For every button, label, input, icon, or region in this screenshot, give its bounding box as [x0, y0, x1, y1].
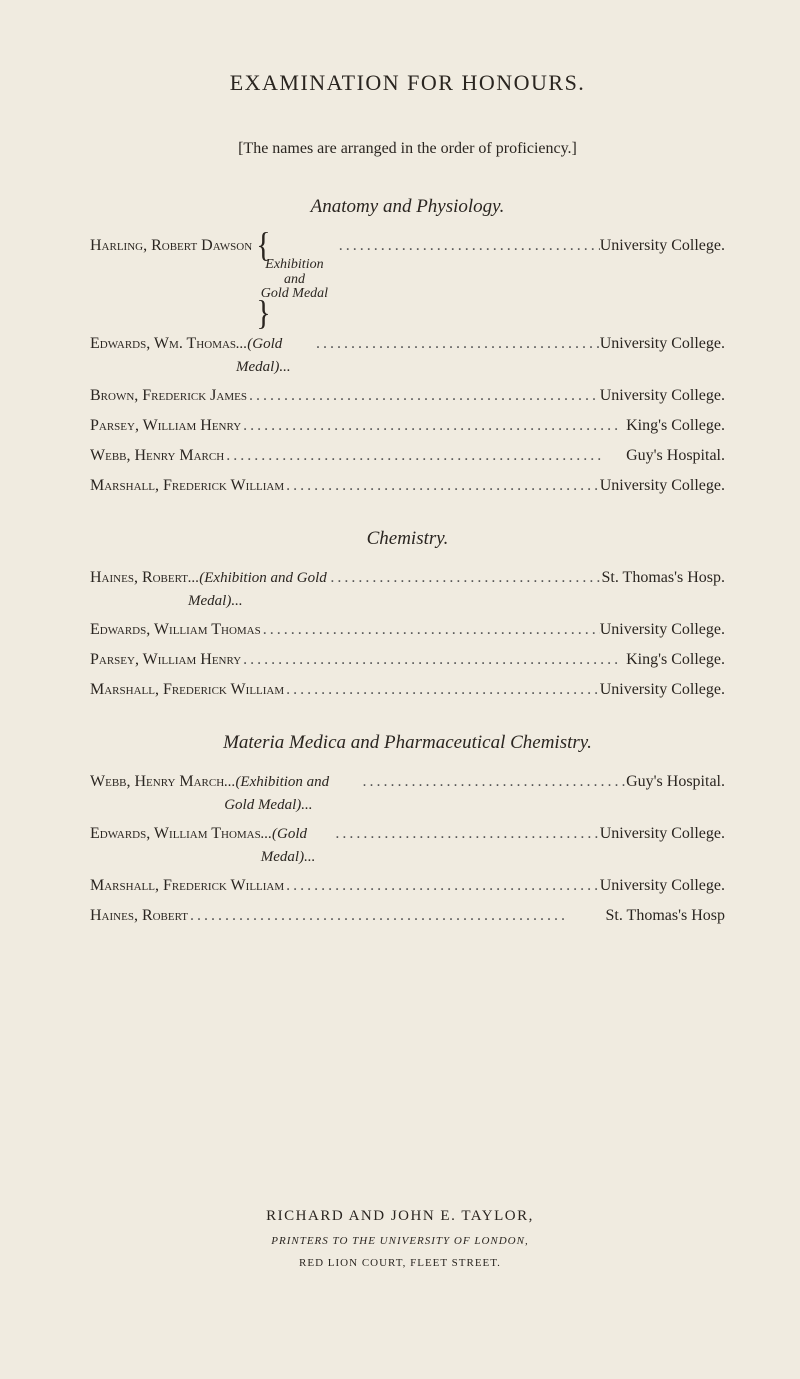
- close-brace-icon: }: [256, 307, 270, 321]
- person-name: Marshall, Frederick William: [90, 874, 284, 898]
- institution: King's College.: [626, 648, 725, 672]
- dot-leader: ........................................…: [247, 384, 600, 408]
- section-block: Anatomy and Physiology. Harling, Robert D…: [90, 196, 725, 498]
- institution: University College.: [600, 678, 725, 702]
- open-brace-icon: {: [256, 239, 270, 253]
- dot-leader: ........................................…: [188, 904, 605, 928]
- arrangement-note: [The names are arranged in the order of …: [90, 140, 725, 158]
- person-name: Edwards, William Thomas: [90, 822, 261, 846]
- dot-leader: ........................................…: [284, 874, 600, 898]
- institution: University College.: [600, 332, 725, 356]
- entry-row: Haines, Robert .........................…: [90, 904, 725, 928]
- award-brace: {Exhibition andGold Medal}: [256, 234, 333, 326]
- dot-leader: ........................................…: [261, 618, 600, 642]
- award-inline: ...(Gold Medal)...: [261, 823, 334, 868]
- person-name: Brown, Frederick James: [90, 384, 247, 408]
- award-inline: ...(Exhibition and Gold Medal)...: [224, 771, 360, 816]
- entry-row: Marshall, Frederick William ............…: [90, 874, 725, 898]
- institution: Guy's Hospital.: [626, 770, 725, 794]
- person-name: Marshall, Frederick William: [90, 678, 284, 702]
- entry-row: Haines, Robert...(Exhibition and Gold Me…: [90, 566, 725, 612]
- entry-row: Parsey, William Henry ..................…: [90, 414, 725, 438]
- institution: University College.: [600, 234, 725, 258]
- printer-name: RICHARD AND JOHN E. TAYLOR,: [0, 1208, 800, 1225]
- section-heading: Anatomy and Physiology.: [90, 196, 725, 218]
- institution: University College.: [600, 474, 725, 498]
- institution: Guy's Hospital.: [626, 444, 725, 468]
- sections-container: Anatomy and Physiology. Harling, Robert D…: [90, 196, 725, 928]
- entry-row: Harling, Robert Dawson{Exhibition andGol…: [90, 234, 725, 326]
- entry-row: Marshall, Frederick William ............…: [90, 678, 725, 702]
- dot-leader: ........................................…: [241, 414, 626, 438]
- dot-leader: ........................................…: [333, 822, 599, 846]
- person-name: Webb, Henry March: [90, 770, 224, 794]
- colophon: RICHARD AND JOHN E. TAYLOR, PRINTERS TO …: [0, 1208, 800, 1269]
- dot-leader: ........................................…: [284, 678, 600, 702]
- section-block: Materia Medica and Pharmaceutical Chemis…: [90, 732, 725, 928]
- section-block: Chemistry. Haines, Robert...(Exhibition a…: [90, 528, 725, 702]
- dot-leader: ........................................…: [224, 444, 626, 468]
- printer-role: PRINTERS TO THE UNIVERSITY OF LONDON,: [0, 1235, 800, 1247]
- award-inline: ...(Gold Medal)...: [236, 333, 314, 378]
- person-name: Webb, Henry March: [90, 444, 224, 468]
- printer-address: RED LION COURT, FLEET STREET.: [0, 1257, 800, 1269]
- dot-leader: ........................................…: [314, 332, 600, 356]
- entry-row: Webb, Henry March ......................…: [90, 444, 725, 468]
- award-inline: ...(Exhibition and Gold Medal)...: [188, 567, 328, 612]
- person-name: Haines, Robert: [90, 904, 188, 928]
- person-name: Harling, Robert Dawson: [90, 234, 252, 258]
- person-name: Parsey, William Henry: [90, 648, 241, 672]
- document-page: EXAMINATION FOR HONOURS. [The names are …: [0, 0, 800, 1379]
- dot-leader: ........................................…: [337, 234, 600, 258]
- entry-row: Parsey, William Henry ..................…: [90, 648, 725, 672]
- institution: St. Thomas's Hosp.: [602, 566, 726, 590]
- entry-row: Edwards, Wm. Thomas...(Gold Medal)......…: [90, 332, 725, 378]
- institution: University College.: [600, 618, 725, 642]
- entry-row: Webb, Henry March...(Exhibition and Gold…: [90, 770, 725, 816]
- entry-row: Edwards, William Thomas ................…: [90, 618, 725, 642]
- dot-leader: ........................................…: [284, 474, 600, 498]
- section-heading: Materia Medica and Pharmaceutical Chemis…: [90, 732, 725, 754]
- institution: King's College.: [626, 414, 725, 438]
- entry-row: Edwards, William Thomas...(Gold Medal)..…: [90, 822, 725, 868]
- person-name: Haines, Robert: [90, 566, 188, 590]
- institution: University College.: [600, 822, 725, 846]
- dot-leader: ........................................…: [361, 770, 627, 794]
- dot-leader: ........................................…: [241, 648, 626, 672]
- institution: St. Thomas's Hosp: [606, 904, 726, 928]
- person-name: Edwards, William Thomas: [90, 618, 261, 642]
- entry-row: Marshall, Frederick William ............…: [90, 474, 725, 498]
- dot-leader: ........................................…: [328, 566, 601, 590]
- person-name: Marshall, Frederick William: [90, 474, 284, 498]
- institution: University College.: [600, 384, 725, 408]
- person-name: Edwards, Wm. Thomas: [90, 332, 236, 356]
- page-title: EXAMINATION FOR HONOURS.: [90, 70, 725, 96]
- entry-row: Brown, Frederick James .................…: [90, 384, 725, 408]
- person-name: Parsey, William Henry: [90, 414, 241, 438]
- section-heading: Chemistry.: [90, 528, 725, 550]
- institution: University College.: [600, 874, 725, 898]
